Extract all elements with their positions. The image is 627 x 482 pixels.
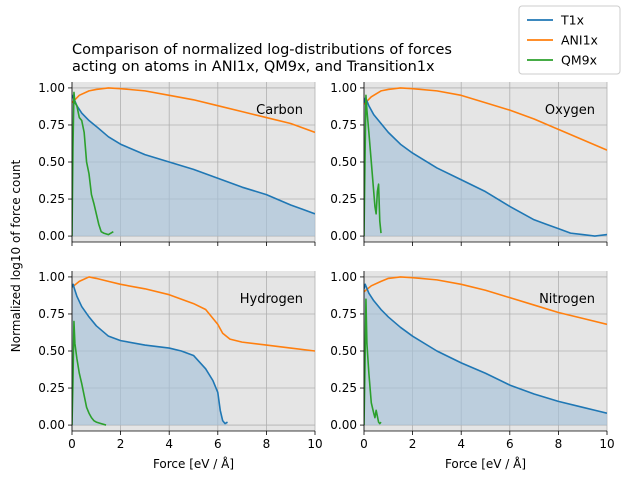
chart-title-group: Comparison of normalized log-distributio… xyxy=(72,42,452,75)
line-qm9x-oxygen xyxy=(364,94,382,237)
x-tick-label-nitrogen: 2 xyxy=(409,437,417,451)
y-tick-label-oxygen: 0.25 xyxy=(330,192,357,206)
y-tick-label-nitrogen: 1.00 xyxy=(330,270,357,284)
legend-label-qm9x: QM9x xyxy=(561,53,597,68)
x-tick-label-hydrogen: 6 xyxy=(214,437,222,451)
series-group-nitrogen xyxy=(364,276,607,426)
line-t1x-nitrogen xyxy=(364,283,607,414)
y-axis-label: Normalized log10 of force count xyxy=(9,159,23,352)
panel-label-carbon: Carbon xyxy=(256,103,303,118)
chart-panels: 0.000.250.500.751.00Carbon0.000.250.500.… xyxy=(38,81,614,471)
x-tick-label-hydrogen: 8 xyxy=(263,437,271,451)
panel-carbon: 0.00 0.25 0.50 0.75 1.00 Carbon xyxy=(38,81,316,246)
x-tick-label-nitrogen: 8 xyxy=(555,437,563,451)
x-axis-label-hydrogen: Force [eV / Å] xyxy=(153,456,234,471)
legend: T1x ANI1x QM9x xyxy=(518,5,621,75)
series-group-carbon xyxy=(72,87,315,237)
panel-label-oxygen: Oxygen xyxy=(545,103,595,118)
x-axis-label-nitrogen: Force [eV / Å] xyxy=(445,456,526,471)
line-ani1x-oxygen xyxy=(364,87,607,151)
x-tick-label-nitrogen: 10 xyxy=(599,437,614,451)
y-tick-label-nitrogen: 0.00 xyxy=(330,418,357,432)
y-tick-label-hydrogen: 1.00 xyxy=(38,270,65,284)
x-tick-label-hydrogen: 4 xyxy=(165,437,173,451)
x-tick-label-nitrogen: 0 xyxy=(360,437,368,451)
area-t1x-nitrogen xyxy=(364,284,607,426)
x-tick-label-hydrogen: 2 xyxy=(117,437,125,451)
y-tick-label-carbon: 0.00 xyxy=(38,229,65,243)
legend-label-ani1x: ANI1x xyxy=(561,33,598,48)
y-tick-label-nitrogen: 0.50 xyxy=(330,344,357,358)
line-qm9x-carbon xyxy=(72,91,114,237)
panel-hydrogen: 0 2 4 6 8 10 0.00 0.25 0.50 0.75 1.00 Force [eV / Å… xyxy=(38,270,322,471)
area-t1x-carbon xyxy=(72,95,315,237)
y-tick-label-oxygen: 0.50 xyxy=(330,155,357,169)
panel-label-hydrogen: Hydrogen xyxy=(240,292,303,307)
y-tick-label-hydrogen: 0.00 xyxy=(38,418,65,432)
legend-box xyxy=(518,5,621,75)
line-t1x-oxygen xyxy=(364,97,607,237)
y-tick-label-hydrogen: 0.25 xyxy=(38,381,65,395)
area-t1x-oxygen xyxy=(364,98,607,237)
y-tick-label-carbon: 0.75 xyxy=(38,118,65,132)
chart-title-line-2: acting on atoms in ANI1x, QM9x, and Tran… xyxy=(72,59,435,75)
y-tick-label-oxygen: 0.00 xyxy=(330,229,357,243)
y-tick-label-hydrogen: 0.75 xyxy=(38,307,65,321)
series-group-hydrogen xyxy=(72,276,315,426)
y-tick-label-oxygen: 1.00 xyxy=(330,81,357,95)
y-tick-label-carbon: 0.25 xyxy=(38,192,65,206)
line-ani1x-nitrogen xyxy=(364,276,607,326)
legend-label-t1x: T1x xyxy=(560,13,584,28)
chart-title-line-1: Comparison of normalized log-distributio… xyxy=(72,42,452,58)
series-group-oxygen xyxy=(364,87,607,237)
line-qm9x-hydrogen xyxy=(72,320,107,426)
line-ani1x-carbon xyxy=(72,87,315,134)
y-axis-label-group: Normalized log10 of force count xyxy=(9,159,23,352)
x-tick-label-nitrogen: 4 xyxy=(457,437,465,451)
panel-oxygen: 0.00 0.25 0.50 0.75 1.00 Oxygen xyxy=(330,81,608,246)
line-qm9x-nitrogen xyxy=(364,298,382,426)
panel-nitrogen: 0 2 4 6 8 10 0.00 0.25 0.50 0.75 1.00 Force [eV / Å… xyxy=(330,270,614,471)
area-t1x-hydrogen xyxy=(72,284,228,426)
y-tick-label-carbon: 1.00 xyxy=(38,81,65,95)
y-tick-label-hydrogen: 0.50 xyxy=(38,344,65,358)
y-tick-label-nitrogen: 0.25 xyxy=(330,381,357,395)
y-tick-label-carbon: 0.50 xyxy=(38,155,65,169)
x-tick-label-hydrogen: 0 xyxy=(68,437,76,451)
x-tick-label-nitrogen: 6 xyxy=(506,437,514,451)
panel-label-nitrogen: Nitrogen xyxy=(539,292,595,307)
y-tick-label-nitrogen: 0.75 xyxy=(330,307,357,321)
line-t1x-hydrogen xyxy=(72,283,228,425)
y-tick-label-oxygen: 0.75 xyxy=(330,118,357,132)
line-ani1x-hydrogen xyxy=(72,276,315,352)
x-tick-label-hydrogen: 10 xyxy=(307,437,322,451)
